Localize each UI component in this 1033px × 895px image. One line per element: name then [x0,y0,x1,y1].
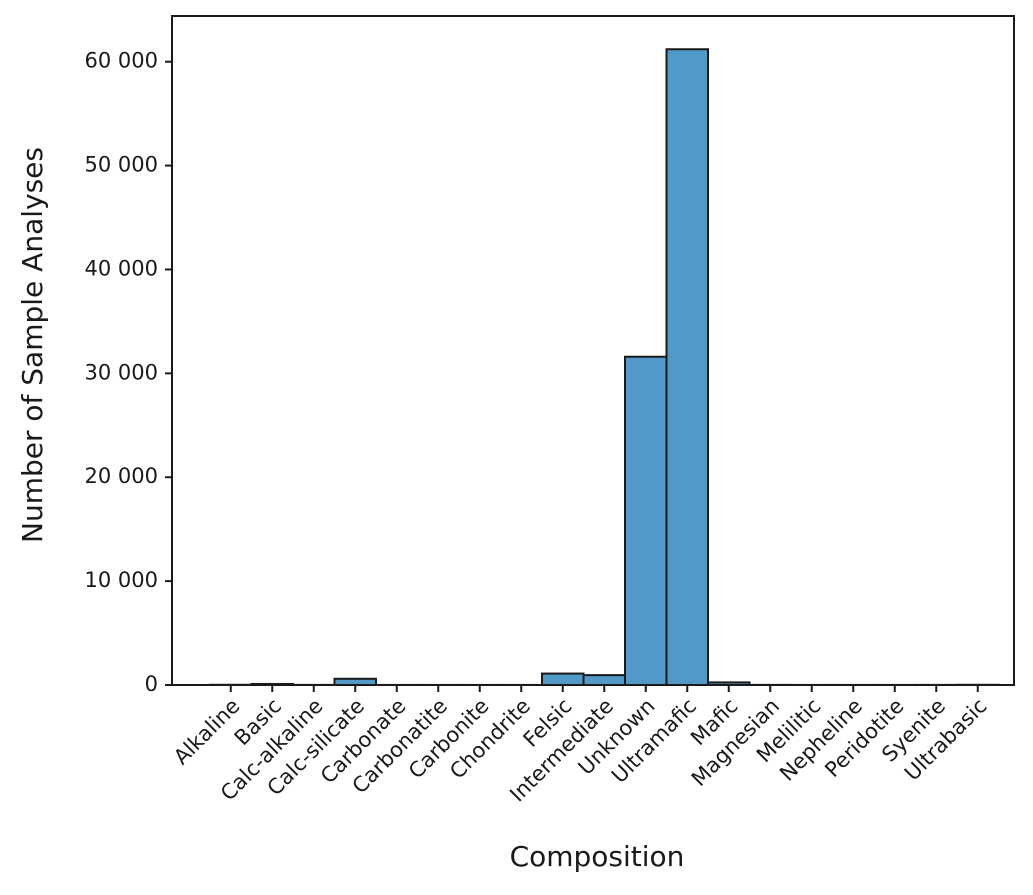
y-tick-label: 30 000 [85,360,158,384]
y-tick-label: 10 000 [85,568,158,592]
y-axis-label: Number of Sample Analyses [16,147,49,543]
bar [541,672,585,687]
x-axis-label: Composition [510,840,685,873]
y-tick-label: 60 000 [85,49,158,73]
bar [582,674,626,687]
y-tick-label: 40 000 [85,256,158,280]
y-tick-label: 20 000 [85,464,158,488]
bar [624,355,668,686]
y-tick-label: 50 000 [85,153,158,177]
bar [665,48,709,686]
plot-frame [171,15,1015,686]
y-tick-label: 0 [145,672,158,696]
